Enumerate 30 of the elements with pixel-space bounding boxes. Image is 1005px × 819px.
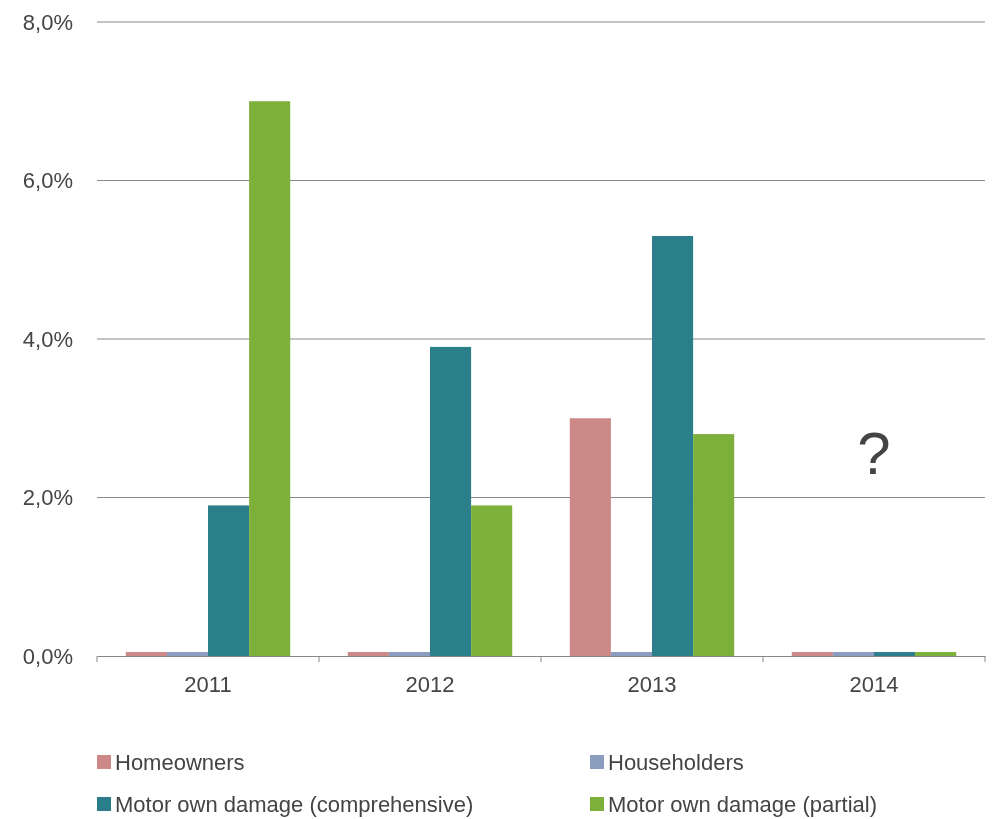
legend-label: Householders	[608, 750, 744, 775]
bar	[430, 346, 472, 656]
bar	[347, 652, 389, 656]
bar	[791, 652, 833, 656]
bar	[569, 418, 611, 656]
bar	[388, 652, 430, 656]
bar	[915, 652, 957, 656]
x-tick-label: 2011	[184, 671, 232, 697]
x-tick-label: 2014	[849, 671, 899, 697]
x-tick-label: 2013	[627, 671, 677, 697]
legend-label: Motor own damage (partial)	[608, 792, 878, 817]
x-tick-label: 2012	[405, 671, 455, 697]
y-tick-label: 6,0%	[22, 168, 73, 194]
y-tick-label: 2,0%	[22, 485, 73, 511]
bar	[652, 235, 694, 656]
legend-label: Motor own damage (comprehensive)	[115, 792, 474, 817]
bar	[208, 505, 250, 656]
y-tick-label: 4,0%	[22, 326, 73, 352]
bar	[693, 434, 735, 656]
bar	[166, 652, 208, 656]
bar	[832, 652, 874, 656]
legend-label: Homeowners	[115, 750, 245, 775]
bar	[125, 652, 167, 656]
bar	[249, 101, 291, 656]
y-tick-label: 0,0%	[22, 643, 73, 669]
bar	[610, 652, 652, 656]
annotation: ?	[857, 420, 891, 487]
bar	[874, 652, 916, 656]
y-tick-label: 8,0%	[22, 9, 73, 35]
bar	[471, 505, 513, 656]
